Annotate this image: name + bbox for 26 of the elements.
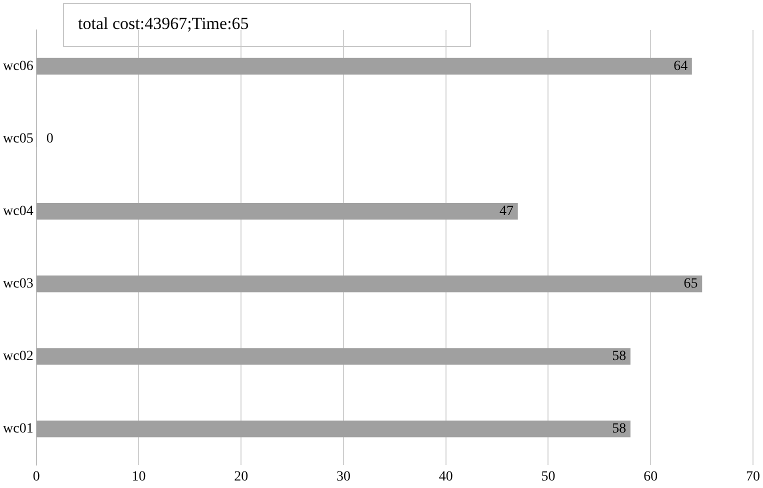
data-label: 64 (674, 58, 688, 74)
chart-title: total cost:43967;Time:65 (78, 14, 249, 34)
data-label: 65 (684, 276, 698, 292)
y-tick-label: wc05 (2, 131, 34, 146)
x-tick-label: 30 (336, 469, 350, 484)
x-tick-label: 40 (438, 469, 453, 484)
bar (36, 58, 692, 75)
data-label: 0 (46, 131, 54, 146)
data-label: 58 (612, 422, 626, 437)
x-tick-label: 60 (644, 469, 658, 484)
data-label: 47 (500, 204, 514, 220)
y-tick-label: wc04 (2, 204, 34, 220)
data-label: 58 (612, 349, 626, 364)
x-tick-label: 20 (234, 469, 248, 484)
bar (36, 420, 630, 438)
x-tick-label: 0 (32, 469, 40, 484)
bar (36, 276, 702, 292)
bar (36, 348, 630, 365)
x-tick-label: 50 (541, 469, 556, 484)
y-tick-label: wc01 (2, 422, 34, 437)
y-tick-label: wc02 (2, 349, 34, 364)
y-tick-label: wc06 (2, 58, 34, 74)
x-tick-label: 70 (746, 469, 760, 484)
x-tick-label: 10 (132, 469, 146, 484)
bar (36, 203, 518, 220)
y-tick-label: wc03 (2, 276, 34, 292)
